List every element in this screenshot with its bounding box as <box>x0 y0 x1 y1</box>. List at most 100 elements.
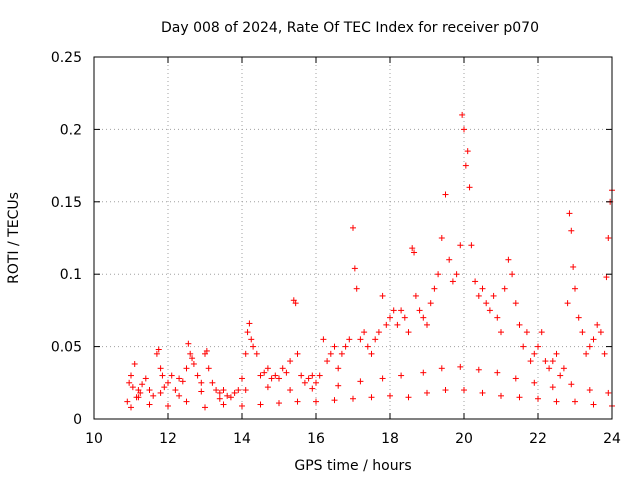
data-point <box>279 365 286 372</box>
chart-title: Day 008 of 2024, Rate Of TEC Index for r… <box>161 20 539 36</box>
data-point <box>216 395 223 402</box>
data-point <box>187 350 194 357</box>
data-point <box>466 184 473 191</box>
data-point <box>357 378 364 385</box>
data-point <box>239 402 245 409</box>
data-point <box>324 358 331 365</box>
data-point <box>405 329 412 336</box>
x-tick-label: 18 <box>381 431 399 447</box>
data-point <box>361 329 368 336</box>
data-point <box>198 388 205 395</box>
data-point <box>475 292 482 299</box>
data-point <box>498 392 504 399</box>
data-point <box>398 307 405 314</box>
data-point <box>409 245 416 252</box>
data-point <box>146 387 153 394</box>
data-point <box>203 347 210 354</box>
data-point <box>161 384 168 391</box>
data-point <box>261 369 268 376</box>
data-point <box>512 300 519 307</box>
data-point <box>227 394 234 401</box>
data-points <box>124 111 615 411</box>
data-point <box>431 285 438 292</box>
data-point <box>572 285 578 292</box>
y-tick-label: 0.25 <box>51 50 82 66</box>
data-point <box>401 314 408 321</box>
data-point <box>416 307 423 314</box>
data-point <box>165 402 171 409</box>
y-tick-labels: 0 0.05 0.1 0.15 0.2 0.25 <box>51 50 82 428</box>
data-point <box>313 398 319 405</box>
y-tick-label: 0.2 <box>60 122 82 138</box>
data-point <box>231 389 238 396</box>
data-point <box>257 372 264 379</box>
data-point <box>387 314 393 321</box>
data-point <box>364 343 371 350</box>
data-point <box>590 401 597 408</box>
data-point <box>320 336 327 343</box>
data-point <box>128 404 134 411</box>
data-point <box>420 369 427 376</box>
data-point <box>572 398 578 405</box>
data-point <box>283 369 290 376</box>
data-point <box>246 320 253 327</box>
data-point <box>597 329 604 336</box>
data-point <box>398 372 405 379</box>
data-point <box>375 329 382 336</box>
data-point <box>213 387 220 394</box>
data-point <box>165 379 171 386</box>
data-point <box>268 375 275 382</box>
data-point <box>435 271 442 278</box>
data-point <box>139 381 146 388</box>
data-point <box>575 314 582 321</box>
data-point <box>372 336 379 343</box>
data-point <box>468 242 475 249</box>
data-point <box>235 387 242 394</box>
data-point <box>605 235 612 241</box>
data-point <box>535 343 541 350</box>
data-point <box>461 387 467 394</box>
data-point <box>202 404 208 411</box>
data-point <box>368 350 375 357</box>
data-point <box>301 379 308 386</box>
data-point <box>490 292 497 299</box>
x-tick-label: 14 <box>233 431 251 447</box>
data-point <box>549 358 556 365</box>
data-point <box>523 329 530 336</box>
data-point <box>309 372 316 379</box>
data-point <box>353 285 360 292</box>
data-point <box>438 365 445 372</box>
data-point <box>185 340 192 347</box>
data-point <box>128 372 134 379</box>
data-point <box>183 398 190 405</box>
data-point <box>549 384 556 391</box>
data-point <box>257 401 264 408</box>
data-point <box>494 369 501 376</box>
data-point <box>224 392 231 399</box>
data-point <box>459 111 466 118</box>
data-point <box>126 379 133 386</box>
data-point <box>309 385 316 392</box>
data-point <box>516 394 523 401</box>
x-tick-label: 10 <box>85 431 103 447</box>
data-point <box>516 321 523 328</box>
y-tick-label: 0.05 <box>51 340 82 356</box>
data-point <box>527 358 534 365</box>
data-point <box>316 372 323 379</box>
data-point <box>137 389 144 396</box>
data-point <box>294 398 301 405</box>
data-point <box>342 343 349 350</box>
data-point <box>350 224 356 231</box>
data-point <box>501 285 508 292</box>
data-point <box>387 392 393 399</box>
data-point <box>146 401 153 408</box>
data-point <box>209 379 216 386</box>
data-point <box>446 256 453 263</box>
data-point <box>594 321 601 328</box>
data-point <box>153 350 160 357</box>
data-point <box>449 278 456 285</box>
data-point <box>305 375 312 382</box>
data-point <box>570 263 577 270</box>
data-point <box>294 350 301 357</box>
